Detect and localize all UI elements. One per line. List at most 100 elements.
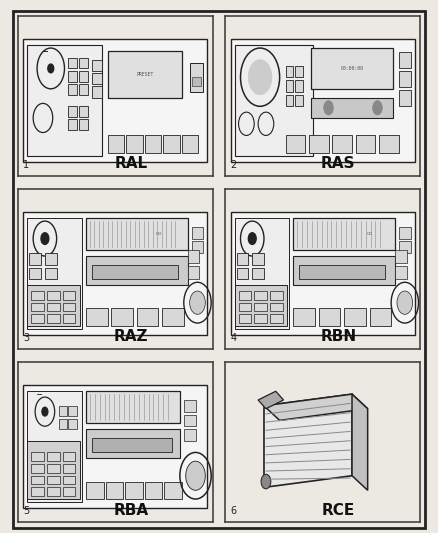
Bar — [311, 98, 393, 118]
Bar — [379, 135, 399, 153]
Bar — [295, 66, 303, 77]
Bar — [344, 309, 366, 326]
Bar — [27, 441, 80, 499]
Bar — [254, 303, 267, 311]
Bar — [31, 476, 44, 484]
Bar — [293, 256, 395, 285]
Bar — [163, 135, 180, 153]
Bar — [137, 309, 159, 326]
Bar — [237, 268, 248, 279]
Circle shape — [248, 60, 272, 95]
Bar — [254, 291, 267, 300]
Bar — [164, 481, 182, 499]
Bar — [184, 400, 195, 411]
Bar — [23, 39, 207, 161]
Text: 5: 5 — [23, 506, 30, 516]
Bar — [231, 212, 415, 335]
Bar — [86, 309, 107, 326]
Bar — [235, 218, 290, 329]
Bar — [293, 309, 315, 326]
Bar — [29, 268, 41, 279]
Bar — [63, 487, 75, 496]
Text: 6: 6 — [231, 506, 237, 516]
Bar — [86, 429, 180, 458]
Bar — [309, 135, 328, 153]
Bar — [31, 303, 44, 311]
Bar — [188, 266, 199, 279]
Bar — [126, 135, 143, 153]
Bar — [370, 309, 391, 326]
Bar — [31, 464, 44, 473]
Bar — [86, 256, 188, 285]
Bar — [107, 51, 182, 98]
Bar — [252, 268, 264, 279]
Bar — [68, 406, 77, 416]
Text: 1: 1 — [23, 160, 29, 170]
Bar — [79, 58, 88, 68]
Polygon shape — [264, 394, 352, 487]
Bar — [47, 303, 60, 311]
Bar — [63, 476, 75, 484]
Bar — [68, 71, 77, 82]
Bar — [86, 391, 180, 423]
Bar — [188, 250, 199, 263]
Text: RAZ: RAZ — [114, 329, 148, 344]
Bar — [86, 218, 188, 250]
Bar — [68, 119, 77, 130]
Bar — [47, 476, 60, 484]
Bar — [184, 415, 195, 426]
Bar — [395, 266, 407, 279]
Text: 3: 3 — [23, 333, 29, 343]
Bar — [68, 84, 77, 95]
Polygon shape — [264, 394, 367, 421]
Bar — [293, 218, 395, 250]
Bar — [68, 58, 77, 68]
Bar — [286, 80, 293, 92]
Circle shape — [248, 233, 256, 245]
Bar — [59, 406, 67, 416]
Bar — [235, 45, 313, 156]
Bar — [191, 227, 203, 239]
Bar — [27, 391, 82, 502]
Bar — [47, 314, 60, 323]
Circle shape — [41, 233, 49, 245]
Bar — [399, 71, 411, 87]
Bar — [27, 218, 82, 329]
Bar — [92, 73, 102, 84]
Bar — [23, 212, 207, 335]
Bar — [239, 303, 251, 311]
Bar — [63, 453, 75, 461]
Text: RBA: RBA — [113, 503, 148, 518]
Bar — [79, 119, 88, 130]
Text: RAL: RAL — [114, 156, 148, 172]
Circle shape — [42, 407, 48, 416]
Bar — [63, 303, 75, 311]
Bar — [395, 250, 407, 263]
Bar — [399, 90, 411, 106]
Bar — [59, 419, 67, 429]
Bar — [29, 253, 41, 265]
Bar — [106, 481, 123, 499]
Bar — [45, 253, 57, 265]
Bar — [237, 253, 248, 265]
Bar — [79, 71, 88, 82]
Bar — [270, 303, 283, 311]
Circle shape — [373, 101, 382, 115]
Bar — [23, 385, 207, 508]
Bar — [27, 45, 102, 156]
Bar — [63, 314, 75, 323]
Bar — [184, 429, 195, 441]
Circle shape — [397, 291, 413, 314]
Bar — [86, 481, 104, 499]
Text: RAS: RAS — [321, 156, 356, 172]
Bar — [31, 291, 44, 300]
Bar — [47, 453, 60, 461]
Bar — [45, 268, 57, 279]
Bar — [319, 309, 340, 326]
Bar — [190, 62, 203, 92]
Bar — [92, 86, 102, 98]
Bar — [286, 66, 293, 77]
Bar — [31, 453, 44, 461]
Bar — [239, 291, 251, 300]
Circle shape — [48, 64, 54, 73]
